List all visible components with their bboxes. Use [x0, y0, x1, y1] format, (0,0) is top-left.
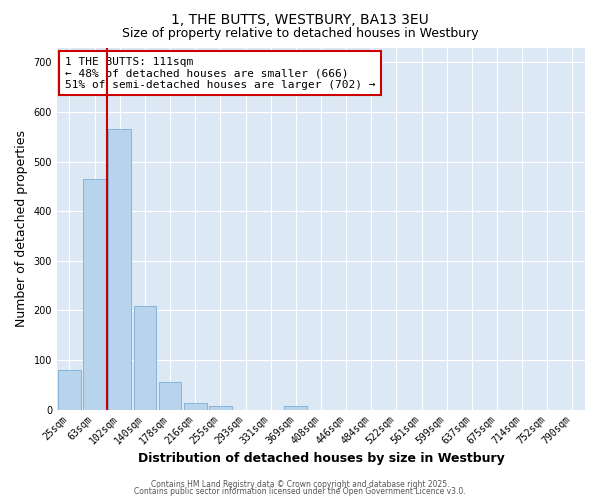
Bar: [209, 406, 232, 409]
Bar: [284, 406, 307, 409]
Bar: [159, 382, 181, 409]
Text: 1 THE BUTTS: 111sqm
← 48% of detached houses are smaller (666)
51% of semi-detac: 1 THE BUTTS: 111sqm ← 48% of detached ho…: [65, 56, 376, 90]
Bar: [134, 306, 156, 410]
Y-axis label: Number of detached properties: Number of detached properties: [15, 130, 28, 327]
Bar: [184, 403, 206, 409]
Text: Contains HM Land Registry data © Crown copyright and database right 2025.: Contains HM Land Registry data © Crown c…: [151, 480, 449, 489]
Text: 1, THE BUTTS, WESTBURY, BA13 3EU: 1, THE BUTTS, WESTBURY, BA13 3EU: [171, 12, 429, 26]
Text: Contains public sector information licensed under the Open Government Licence v3: Contains public sector information licen…: [134, 487, 466, 496]
Bar: [83, 179, 106, 410]
Bar: [58, 370, 81, 410]
Text: Size of property relative to detached houses in Westbury: Size of property relative to detached ho…: [122, 28, 478, 40]
Bar: [109, 130, 131, 409]
X-axis label: Distribution of detached houses by size in Westbury: Distribution of detached houses by size …: [137, 452, 505, 465]
